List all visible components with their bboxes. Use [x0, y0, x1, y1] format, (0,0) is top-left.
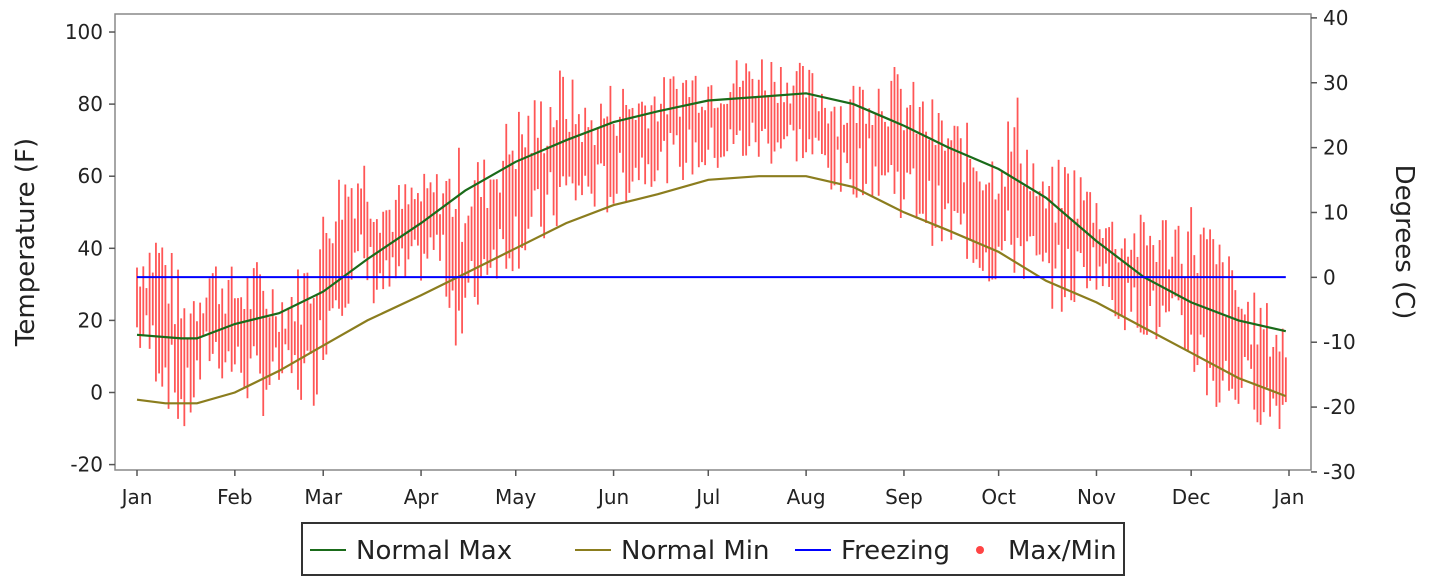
x-tick-label: Jan — [120, 485, 153, 509]
legend-label: Normal Min — [621, 536, 769, 566]
y-tick-label: -20 — [70, 453, 103, 477]
legend-item-normal-min: Normal Min — [575, 536, 769, 566]
legend-label: Normal Max — [356, 536, 512, 566]
y2-tick-label: -30 — [1323, 460, 1356, 484]
x-tick-label: Aug — [787, 485, 826, 509]
x-tick-label: May — [495, 485, 537, 509]
legend-dot-icon — [976, 546, 984, 554]
x-tick-label: Mar — [304, 485, 343, 509]
y-tick-label: 0 — [90, 380, 103, 404]
legend-label: Max/Min — [1008, 536, 1117, 566]
y-axis-title: Temperature (F) — [11, 138, 41, 347]
x-tick-label: Sep — [885, 485, 923, 509]
x-tick-label: Dec — [1172, 485, 1211, 509]
y2-tick-label: 20 — [1323, 136, 1348, 160]
series-max-min — [136, 59, 1287, 429]
legend: Normal Max Normal Min Freezing Max/Min — [301, 522, 1125, 576]
y2-tick-label: 0 — [1323, 265, 1336, 289]
x-tick-label: Apr — [404, 485, 439, 509]
y-tick-label: 80 — [78, 92, 103, 116]
series-normal-min-line — [136, 175, 1287, 405]
y2-tick-label: -20 — [1323, 395, 1356, 419]
plot-area — [114, 13, 1312, 471]
legend-label: Freezing — [841, 536, 950, 566]
x-tick-label: Nov — [1077, 485, 1116, 509]
y2-tick-label: 30 — [1323, 71, 1348, 95]
legend-box — [301, 522, 1125, 576]
x-tick-label: Jul — [694, 485, 720, 509]
right-y-axis: -30 -20 -10 0 10 20 30 40 — [1311, 6, 1356, 484]
x-tick-label: Oct — [981, 485, 1016, 509]
left-y-axis: -20 0 20 40 60 80 100 — [65, 20, 115, 477]
x-tick-label: Feb — [217, 485, 252, 509]
y-tick-label: 60 — [78, 164, 103, 188]
legend-item-normal-max: Normal Max — [310, 536, 512, 566]
y-tick-label: 40 — [78, 236, 103, 260]
x-axis: Jan Feb Mar Apr May Jun Jul Aug Sep Oct Nov Dec Jan — [120, 470, 1305, 509]
y-tick-label: 100 — [65, 20, 103, 44]
y2-tick-label: 40 — [1323, 6, 1348, 30]
series-layer — [136, 59, 1287, 429]
legend-item-max-min: Max/Min — [976, 536, 1117, 566]
y-tick-label: 20 — [78, 308, 103, 332]
y2-axis-title: Degrees (C) — [1389, 165, 1419, 320]
legend-item-freezing: Freezing — [795, 536, 950, 566]
x-tick-label: Jan — [1272, 485, 1305, 509]
series-normal-max-line — [136, 92, 1287, 340]
y2-tick-label: 10 — [1323, 200, 1348, 224]
y2-tick-label: -10 — [1323, 330, 1356, 354]
x-tick-label: Jun — [596, 485, 629, 509]
